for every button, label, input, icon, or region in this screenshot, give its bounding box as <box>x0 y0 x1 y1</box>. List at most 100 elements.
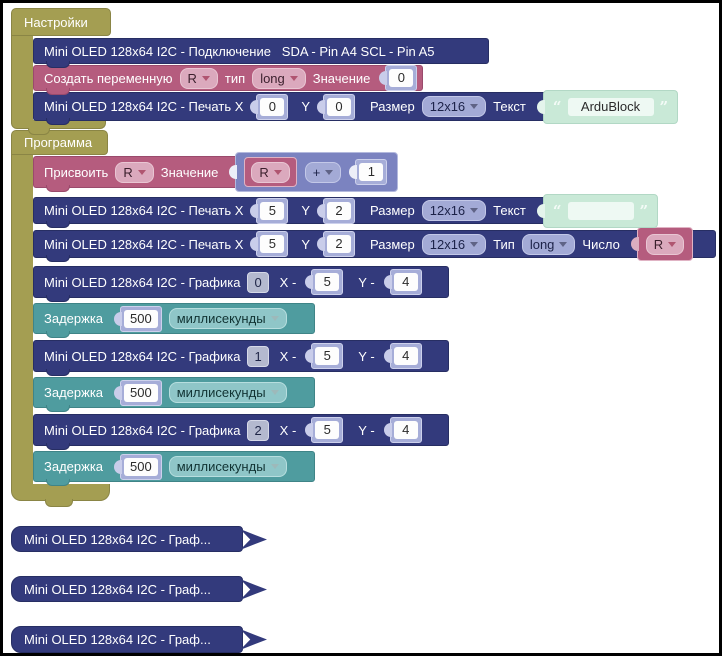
y-field[interactable]: 2 <box>327 201 352 220</box>
size-dropdown[interactable]: 12x16 <box>421 96 487 117</box>
x-value-block[interactable]: 5 <box>305 343 344 369</box>
oled-graphics-block-1[interactable]: Mini OLED 128x64 I2C - Графика 1 X - 5 Y… <box>33 340 449 376</box>
program-hat-bump <box>45 499 73 507</box>
y-field[interactable]: 4 <box>393 347 418 365</box>
collapsed-arrow-icon <box>240 529 267 550</box>
chevron-down-icon <box>325 169 334 175</box>
delay-value-block[interactable]: 500 <box>114 453 162 480</box>
collapsed-label: Mini OLED 128x64 I2C - Граф... <box>24 581 211 597</box>
delay-value-block[interactable]: 500 <box>114 379 162 406</box>
x-value-block[interactable]: 0 <box>250 93 289 120</box>
oled-print-setup-block[interactable]: Mini OLED 128x64 I2C - Печать X 0 Y 0 Ра… <box>33 89 679 125</box>
size-label: Размер <box>370 99 415 114</box>
value-label: Значение <box>312 70 371 86</box>
collapsed-oled-graphics-block-2[interactable]: Mini OLED 128x64 I2C - Граф... <box>11 626 267 653</box>
chevron-down-icon <box>270 390 279 395</box>
puzzle-tab-icon <box>383 423 392 437</box>
text-field[interactable]: ArduBlock <box>567 97 654 116</box>
program-hat-block[interactable]: Программа <box>11 130 108 155</box>
math-expression-block[interactable]: R + 1 <box>229 152 399 192</box>
open-quote-icon: “ <box>552 97 562 116</box>
puzzle-tab-icon <box>305 349 314 363</box>
expr-value-field[interactable]: 1 <box>359 163 384 181</box>
assign-variable-block[interactable]: Присвоить R Значение R + 1 <box>33 152 399 192</box>
delay-block-2[interactable]: Задержка 500 миллисекунды <box>33 451 315 486</box>
init-value-field[interactable]: 0 <box>389 69 414 87</box>
number-label: Число <box>582 236 620 252</box>
delay-label: Задержка <box>44 311 104 326</box>
oled-graphics-block-2[interactable]: Mini OLED 128x64 I2C - Графика 2 X - 5 Y… <box>33 414 449 450</box>
y-value-block[interactable]: 4 <box>383 343 422 369</box>
y-label: Y - <box>358 422 375 438</box>
graphics-index-field[interactable]: 1 <box>247 345 269 367</box>
number-var-dropdown[interactable]: R <box>645 233 685 255</box>
y-field[interactable]: 4 <box>393 421 418 439</box>
chevron-down-icon <box>668 241 677 247</box>
puzzle-tab-icon <box>536 203 545 218</box>
x-value-block[interactable]: 5 <box>305 417 344 443</box>
type-dropdown[interactable]: long <box>521 233 576 255</box>
delay-block-0[interactable]: Задержка 500 миллисекунды <box>33 303 315 338</box>
size-dropdown[interactable]: 12x16 <box>421 233 487 255</box>
expr-value-block[interactable]: 1 <box>349 159 388 185</box>
x-value-block[interactable]: 5 <box>305 269 344 295</box>
size-dropdown[interactable]: 12x16 <box>421 200 487 221</box>
delay-block-1[interactable]: Задержка 500 миллисекунды <box>33 377 315 412</box>
oled-graphics-block-0[interactable]: Mini OLED 128x64 I2C - Графика 0 X - 5 Y… <box>33 266 449 302</box>
delay-field[interactable]: 500 <box>124 309 158 328</box>
y-value-block[interactable]: 0 <box>317 93 356 120</box>
chevron-down-icon <box>470 208 479 213</box>
expr-variable-block[interactable]: R <box>244 157 297 187</box>
chevron-down-icon <box>470 104 479 109</box>
expr-var-dropdown[interactable]: R <box>251 161 290 183</box>
variable-type-dropdown[interactable]: long <box>252 67 306 89</box>
program-hat-spine <box>11 153 33 484</box>
setup-hat-label: Настройки <box>24 14 88 30</box>
x-field[interactable]: 5 <box>260 201 285 220</box>
y-value-block[interactable]: 4 <box>383 269 422 295</box>
print-label: Mini OLED 128x64 I2C - Печать X <box>44 203 244 218</box>
y-label: Y - <box>358 348 375 364</box>
text-string-block[interactable]: “ ” <box>536 193 659 228</box>
y-field[interactable]: 4 <box>393 273 418 291</box>
init-value-block[interactable]: 0 <box>379 65 418 91</box>
x-value-block[interactable]: 5 <box>250 231 289 257</box>
y-label: Y - <box>358 274 375 290</box>
graphics-index-field[interactable]: 0 <box>247 271 269 293</box>
collapsed-oled-graphics-block-0[interactable]: Mini OLED 128x64 I2C - Граф... <box>11 526 267 552</box>
oled-connect-block[interactable]: Mini OLED 128x64 I2C - Подключение SDA -… <box>33 38 489 68</box>
y-field[interactable]: 0 <box>327 97 352 116</box>
oled-print-text-block[interactable]: Mini OLED 128x64 I2C - Печать X 5 Y 2 Ра… <box>33 193 659 228</box>
delay-unit-dropdown[interactable]: миллисекунды <box>168 382 287 403</box>
number-variable-block[interactable]: R <box>630 227 694 261</box>
x-field[interactable]: 0 <box>260 97 285 116</box>
delay-field[interactable]: 500 <box>124 457 158 476</box>
y-value-block[interactable]: 4 <box>383 417 422 443</box>
text-string-block[interactable]: “ ArduBlock ” <box>536 89 679 124</box>
assign-var-dropdown[interactable]: R <box>115 161 154 183</box>
delay-unit-dropdown[interactable]: миллисекунды <box>168 308 287 329</box>
graphics-index-field[interactable]: 2 <box>247 419 269 441</box>
delay-field[interactable]: 500 <box>124 383 158 402</box>
x-value-block[interactable]: 5 <box>250 197 289 224</box>
collapsed-label: Mini OLED 128x64 I2C - Граф... <box>24 531 211 547</box>
size-label: Размер <box>370 203 415 218</box>
y-field[interactable]: 2 <box>327 235 352 253</box>
x-field[interactable]: 5 <box>315 421 340 439</box>
x-field[interactable]: 5 <box>315 273 340 291</box>
setup-hat-block[interactable]: Настройки <box>11 8 111 36</box>
delay-unit-dropdown[interactable]: миллисекунды <box>168 456 287 477</box>
variable-name-dropdown[interactable]: R <box>179 67 218 89</box>
delay-value-block[interactable]: 500 <box>114 305 162 332</box>
graphics-label: Mini OLED 128x64 I2C - Графика <box>44 348 241 364</box>
y-value-block[interactable]: 2 <box>317 231 356 257</box>
x-field[interactable]: 5 <box>315 347 340 365</box>
text-field[interactable] <box>567 201 634 220</box>
x-field[interactable]: 5 <box>260 235 285 253</box>
oled-print-number-block[interactable]: Mini OLED 128x64 I2C - Печать X 5 Y 2 Ра… <box>33 227 716 262</box>
y-value-block[interactable]: 2 <box>317 197 356 224</box>
create-variable-block[interactable]: Создать переменную R тип long Значение 0 <box>33 65 423 95</box>
operator-dropdown[interactable]: + <box>304 161 342 183</box>
collapsed-oled-graphics-block-1[interactable]: Mini OLED 128x64 I2C - Граф... <box>11 576 267 602</box>
